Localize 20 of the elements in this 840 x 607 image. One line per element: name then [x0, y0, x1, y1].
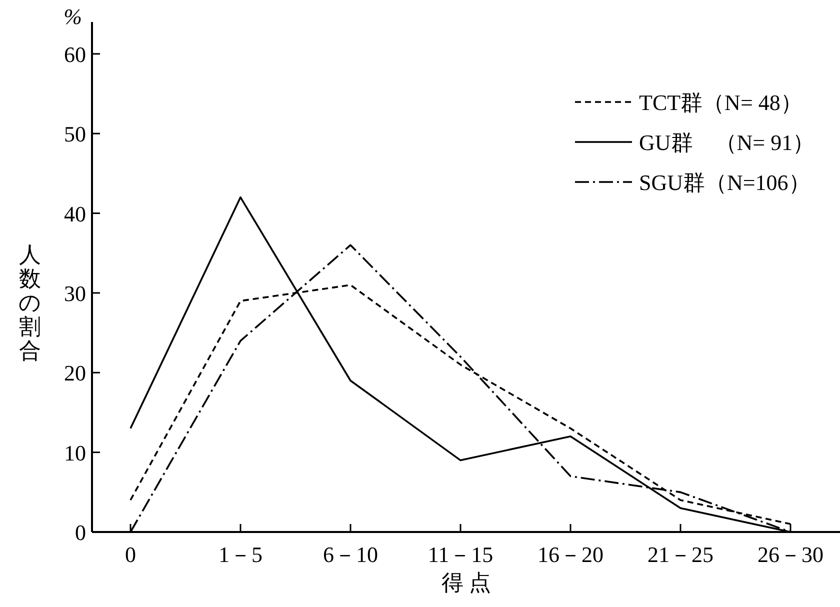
ylabel: 人数の割合 — [18, 242, 42, 363]
ytick: 60 — [64, 42, 86, 67]
annotation: % — [64, 4, 82, 29]
xlabel: 得 点 — [441, 570, 491, 595]
xtick: 6－10 — [323, 542, 378, 567]
ytick: 50 — [64, 122, 86, 147]
ytick: 20 — [64, 360, 86, 386]
xtick: 26－30 — [758, 542, 824, 567]
xtick: 11－15 — [428, 542, 494, 567]
xtick: 16－20 — [538, 542, 604, 567]
legend-label: TCT群（N= 48） — [639, 90, 802, 115]
ytick: 10 — [64, 440, 86, 466]
legend-label: SGU群（N=106） — [639, 170, 810, 195]
legend-label: GU群 （N= 91） — [639, 130, 815, 155]
xtick: 21－25 — [648, 542, 714, 567]
ytick: 0 — [75, 520, 86, 545]
ytick: 30 — [64, 280, 86, 306]
ytick: 40 — [64, 201, 86, 226]
xtick: 0 — [125, 542, 136, 567]
xtick: 1－5 — [218, 542, 262, 567]
